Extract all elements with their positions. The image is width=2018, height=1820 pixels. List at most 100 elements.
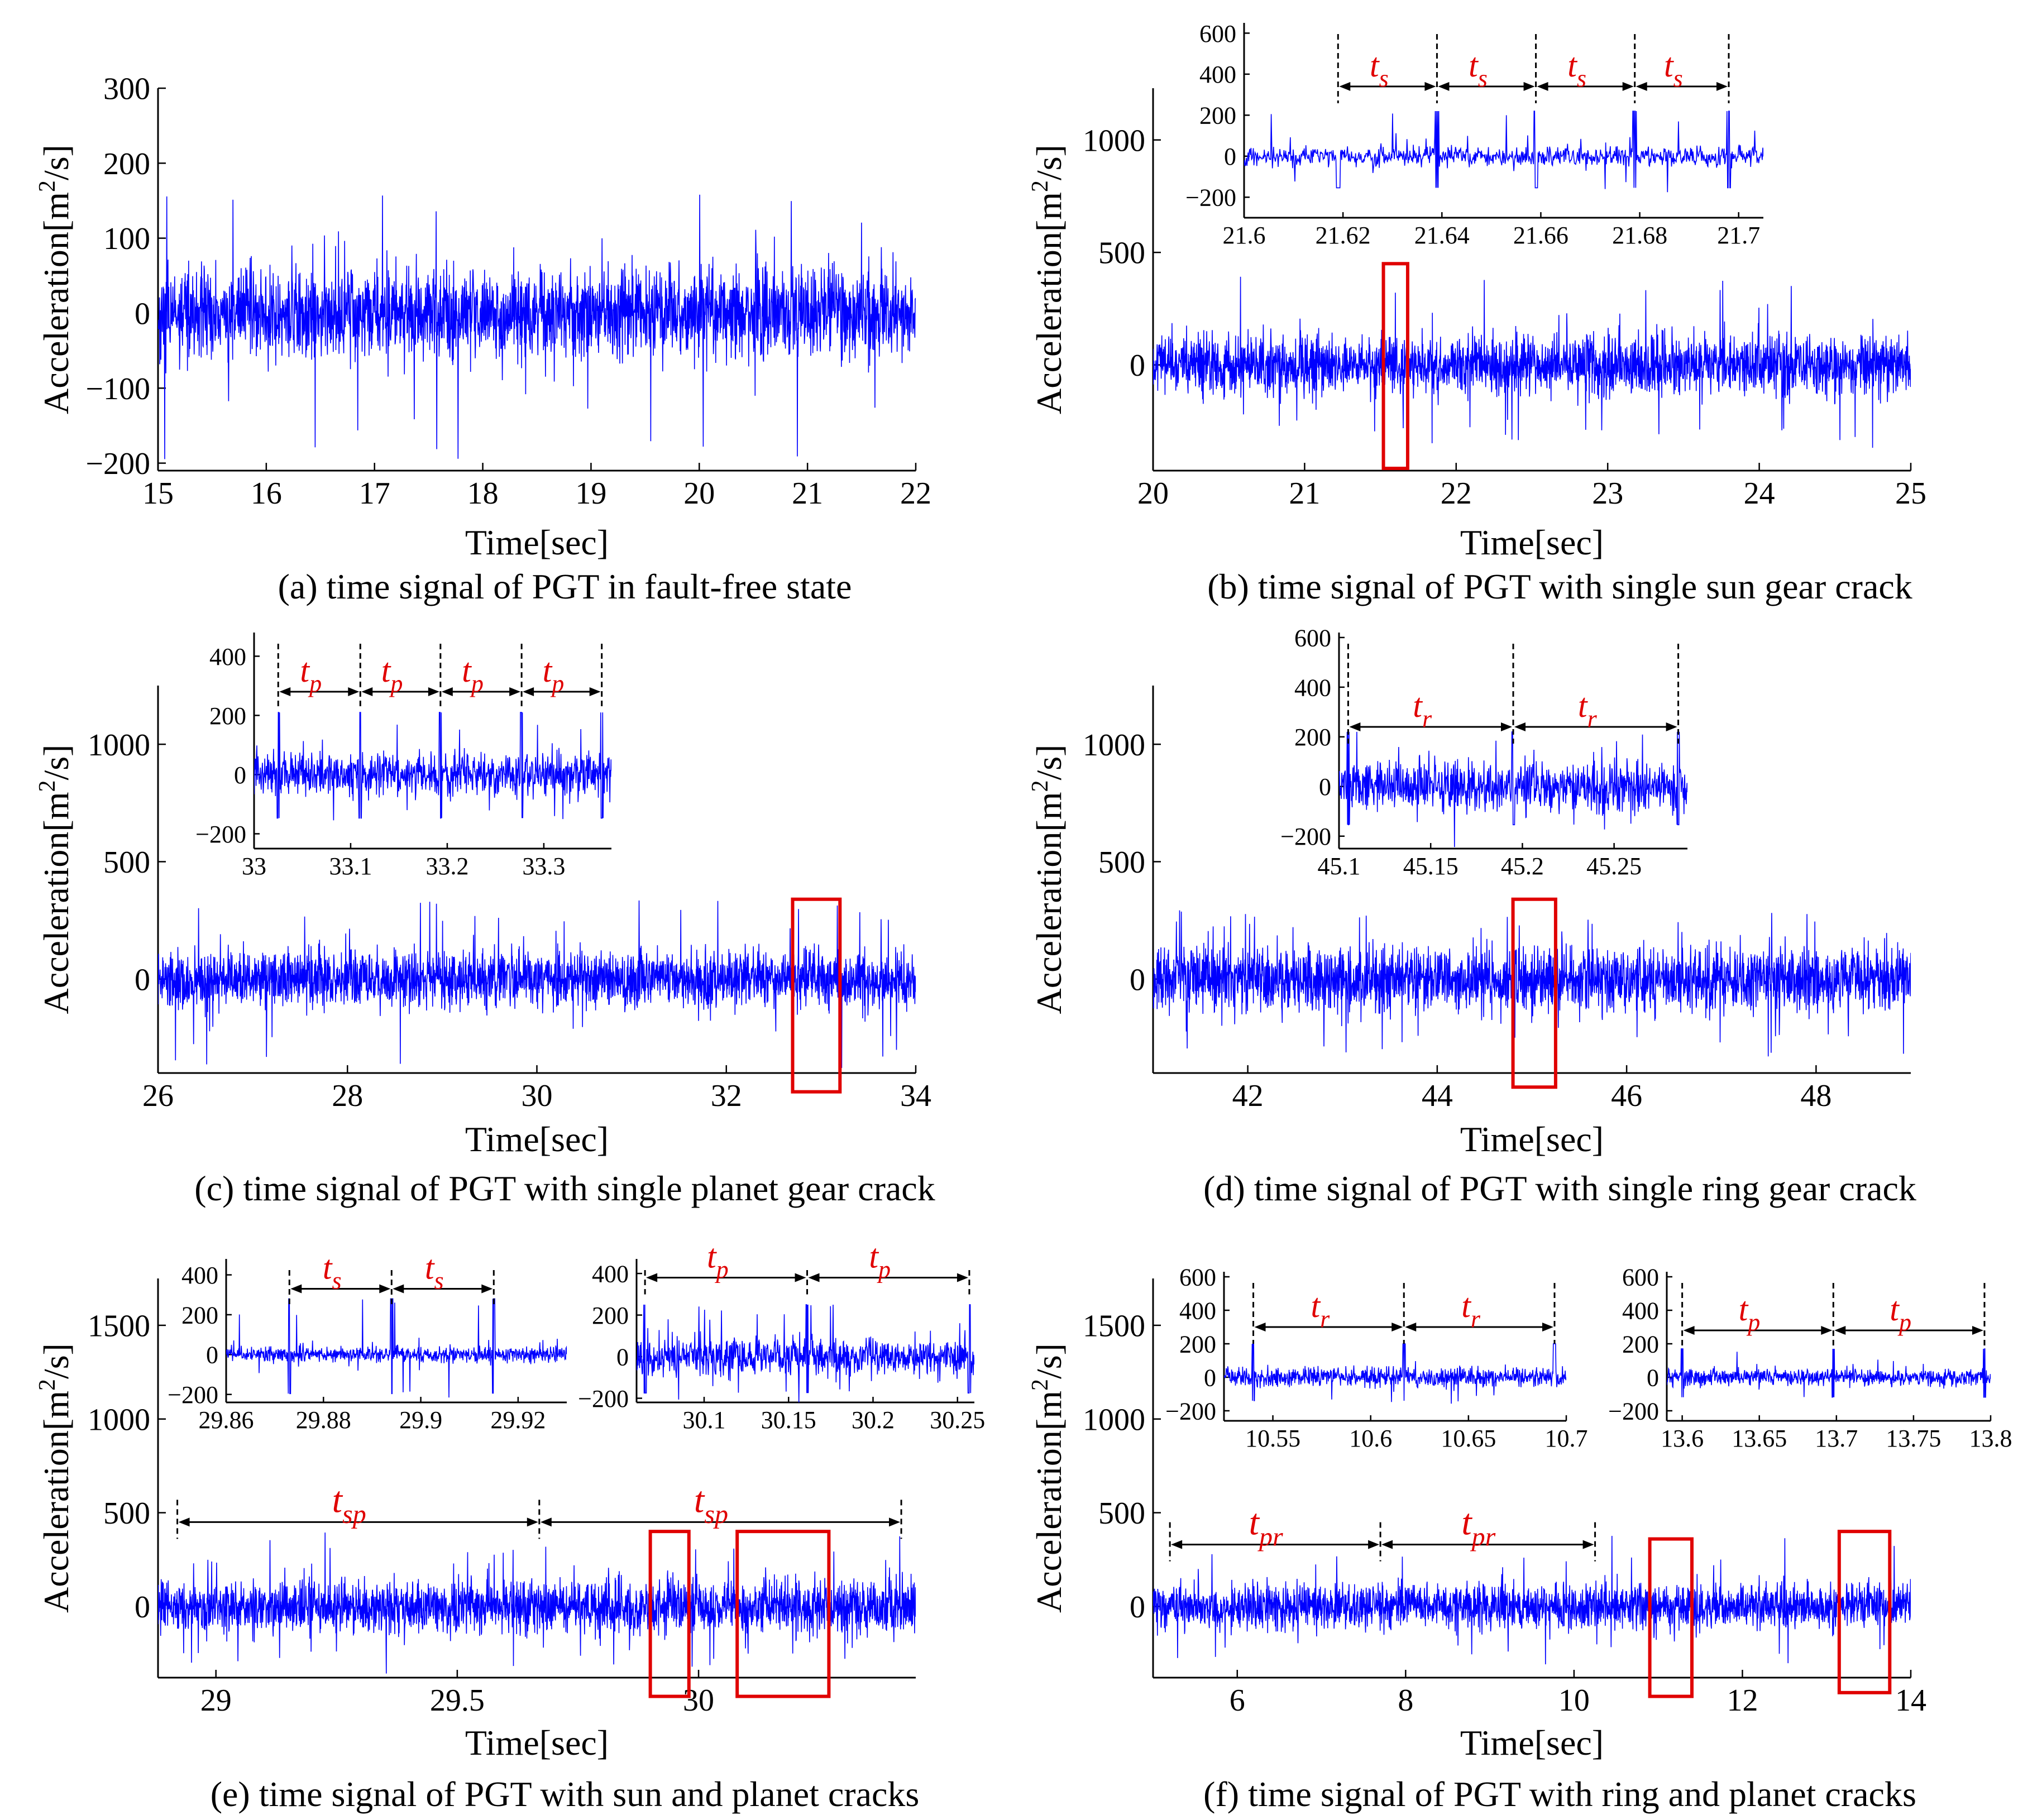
inset-b-1-y-tick-label: 200 (1199, 102, 1236, 130)
period-arrowhead-left (290, 1284, 302, 1294)
inset-d-1-y-tick-label: 0 (1319, 773, 1331, 801)
y-axis-label-e: Acceleration[m2/s] (35, 1343, 76, 1613)
period-arrowhead-left (361, 687, 373, 697)
inset-f-2-y-tick-label: 0 (1647, 1364, 1659, 1391)
panel-a-x-tick-label: 16 (251, 476, 282, 511)
panel-f-x-tick-label: 10 (1558, 1683, 1590, 1718)
inset-e-1-x-tick-label: 29.92 (490, 1406, 546, 1434)
period-arrowhead-left (1381, 1540, 1393, 1549)
inset-b-1-x-tick-label: 21.64 (1414, 222, 1470, 249)
period-arrowhead-left (1537, 82, 1548, 91)
panel-d-y-tick-label: 500 (1098, 845, 1145, 880)
inset-signal-line (1339, 731, 1687, 847)
inset-c-1-x-tick-label: 33.3 (522, 852, 565, 880)
period-label-ts: ts (1664, 47, 1683, 92)
x-axis-label-b: Time[sec] (1460, 523, 1604, 562)
inset-f-1: 10.55 10.6 10.65 10.7 −200 0 200 400 600 tr tr (1165, 1263, 1588, 1460)
panel-d-x-tick-label: 44 (1422, 1079, 1453, 1113)
panel-a-y-tick-label: 0 (135, 297, 150, 332)
highlight-box (648, 1530, 691, 1698)
period-arrowhead-left (1349, 722, 1361, 732)
signal-line-e (158, 1532, 916, 1674)
signal-line-f (1153, 1536, 1911, 1665)
panel-c-x-tick-label: 28 (332, 1079, 363, 1113)
highlight-box (1511, 897, 1557, 1089)
inset-e-2-x-tick-label: 30.2 (852, 1406, 895, 1434)
period-arrowhead-left (1514, 722, 1526, 732)
panel-b-x-tick-label: 24 (1744, 476, 1775, 511)
inset-background (187, 1253, 578, 1441)
period-arrowhead-right (1821, 1326, 1833, 1335)
period-arrowhead-right (889, 1517, 901, 1527)
panel-a-y-tick-label: −200 (85, 447, 150, 481)
y-axis-label-b: Acceleration[m2/s] (1027, 145, 1069, 414)
period-label-tr: tr (1311, 1287, 1331, 1333)
period-arrowhead-left (1636, 82, 1647, 91)
panel-f-x-tick-label: 12 (1727, 1683, 1758, 1718)
period-arrowhead-right (348, 687, 360, 697)
inset-signal-line (637, 1304, 974, 1402)
inset-e-1-x-tick-label: 29.9 (399, 1406, 442, 1434)
period-arrowhead-right (1666, 722, 1677, 732)
inset-f-1-y-tick-label: 600 (1179, 1263, 1216, 1291)
panel-f-x-tick-label: 8 (1398, 1683, 1413, 1718)
period-label-tp: tp (381, 652, 403, 697)
inset-d-1-y-tick-label: 400 (1294, 674, 1331, 701)
inset-f-2-x-tick-label: 13.7 (1815, 1425, 1858, 1452)
panel-a: 15 16 17 18 19 20 21 22 −200 −100 0 100 200 300 Time[s… (35, 72, 931, 606)
panel-b-x-tick-label: 23 (1592, 476, 1623, 511)
period-arrowhead-left (1171, 1540, 1183, 1549)
panel-a-x-tick-label: 17 (359, 476, 390, 511)
period-label-tr: tr (1413, 687, 1432, 732)
panel-b-x-tick-label: 20 (1137, 476, 1169, 511)
panel-e-y-tick-label: 1000 (88, 1402, 150, 1437)
x-axis-label-e: Time[sec] (465, 1723, 609, 1762)
inset-f-2: 13.6 13.65 13.7 13.75 13.8 −200 0 200 400 600 tp tp (1608, 1263, 2012, 1460)
inset-f-1-x-tick-label: 10.7 (1545, 1425, 1588, 1452)
inset-d-1-x-tick-label: 45.2 (1501, 852, 1544, 880)
panel-f-y-tick-label: 1500 (1083, 1309, 1145, 1344)
panel-a-x-tick-label: 21 (792, 476, 823, 511)
panel-a-y-tick-label: −100 (85, 372, 150, 406)
period-arrowhead-left (1438, 82, 1450, 91)
inset-c-1-x-tick-label: 33 (242, 852, 266, 880)
caption-f: (f) time signal of PGT with ring and pla… (1203, 1774, 1916, 1814)
period-arrowhead-left (1834, 1326, 1846, 1335)
panel-d-y-tick-label: 0 (1130, 962, 1145, 997)
panel-f-y-tick-label: 500 (1098, 1496, 1145, 1531)
panel-a-y-tick-label: 100 (103, 222, 150, 256)
inset-f-2-x-tick-label: 13.75 (1886, 1425, 1941, 1452)
period-arrowhead-right (1972, 1326, 1983, 1335)
inset-signal-line (1667, 1348, 1991, 1398)
inset-b-1-y-tick-label: −200 (1185, 184, 1236, 212)
panel-c-x-tick-label: 30 (522, 1079, 553, 1113)
panel-d: 42 44 46 48 0 500 1000 Time[sec] Acceleration[m2… (1027, 624, 1916, 1208)
inset-b-1-y-tick-label: 600 (1199, 20, 1236, 47)
period-label-ts: ts (1567, 47, 1586, 92)
inset-c-1-y-tick-label: 200 (209, 702, 246, 730)
signal-line-b (1153, 276, 1911, 448)
period-label-tp: tp (300, 652, 322, 697)
x-axis-label-f: Time[sec] (1460, 1723, 1604, 1762)
inset-d-1: 45.1 45.15 45.2 45.25 −200 0 200 400 600 tr tr (1280, 624, 1699, 888)
period-label-tsp: tsp (694, 1479, 728, 1529)
caption-e: (e) time signal of PGT with sun and plan… (211, 1774, 920, 1814)
period-arrowhead-right (589, 687, 601, 697)
inset-b-1-x-tick-label: 21.6 (1223, 222, 1266, 249)
panel-d-y-tick-label: 1000 (1083, 728, 1145, 763)
panel-c-y-tick-label: 500 (103, 845, 150, 880)
period-label-tpr: tpr (1461, 1502, 1495, 1552)
period-arrowhead-right (379, 1284, 391, 1294)
period-label-tp: tp (543, 652, 565, 697)
panel-c-y-tick-label: 0 (135, 962, 150, 997)
panel-c-x-tick-label: 34 (900, 1079, 931, 1113)
inset-e-2-y-tick-label: 400 (592, 1260, 629, 1287)
period-arrowhead-left (1405, 1323, 1417, 1332)
period-arrowhead-right (481, 1284, 493, 1294)
caption-b: (b) time signal of PGT with single sun g… (1207, 567, 1912, 606)
signal-line-c (158, 900, 916, 1068)
inset-b-1-x-tick-label: 21.62 (1316, 222, 1371, 249)
period-label-tp: tp (462, 652, 484, 697)
